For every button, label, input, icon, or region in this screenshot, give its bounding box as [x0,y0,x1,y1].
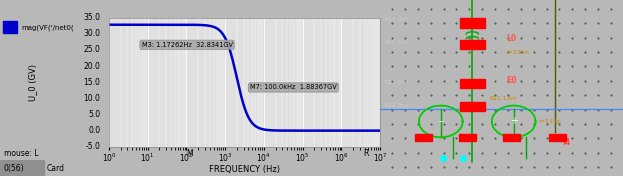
Text: 15.0: 15.0 [83,78,100,87]
Text: 25.0: 25.0 [83,45,100,54]
Text: 0(56): 0(56) [3,164,24,173]
Text: 10.0: 10.0 [83,94,100,103]
Text: R: R [363,149,369,158]
Text: U_0 (GV): U_0 (GV) [28,64,37,101]
Text: mouse: L: mouse: L [4,149,39,158]
Text: mag(VF('/net0(: mag(VF('/net0( [22,24,74,31]
Text: M: M [187,149,193,158]
Text: 0.0: 0.0 [88,126,100,135]
Bar [503,134,520,141]
Bar [416,134,432,141]
Text: 0: 0 [472,140,477,146]
Text: +: + [510,117,518,126]
Bar [0,160,44,176]
Bar [460,102,485,111]
Bar [460,40,485,49]
Text: 5.0: 5.0 [88,110,100,119]
Text: 0: 0 [424,140,428,146]
Text: E0: E0 [506,76,517,86]
Text: 621.3m: 621.3m [385,40,409,45]
Text: i=133n: i=133n [506,50,530,55]
Text: i=133p: i=133p [538,119,561,124]
Text: -: - [439,117,443,126]
Bar [549,134,566,141]
Text: 20.0: 20.0 [83,62,100,71]
Text: 30.0: 30.0 [83,29,100,38]
Text: 0: 0 [513,140,518,146]
Bar [3,21,17,33]
Text: 621.3m: 621.3m [385,80,409,85]
Text: M3: 1.17262Hz  32.8341GV: M3: 1.17262Hz 32.8341GV [141,42,232,48]
Text: I4: I4 [562,138,571,147]
Text: 621.13m: 621.13m [490,96,517,101]
Text: -5.0: -5.0 [85,142,100,152]
Bar [459,134,476,141]
X-axis label: FREQUENCY (Hz): FREQUENCY (Hz) [209,165,280,174]
Bar [460,18,485,28]
Text: 621.3m: 621.3m [385,103,409,108]
Text: Card: Card [47,164,65,173]
Text: 621.3m: 621.3m [385,17,409,22]
Text: 35.0: 35.0 [83,13,100,22]
Bar [460,79,485,88]
Text: M7: 100.0kHz  1.88367GV: M7: 100.0kHz 1.88367GV [250,84,336,90]
Text: L0: L0 [506,34,516,43]
